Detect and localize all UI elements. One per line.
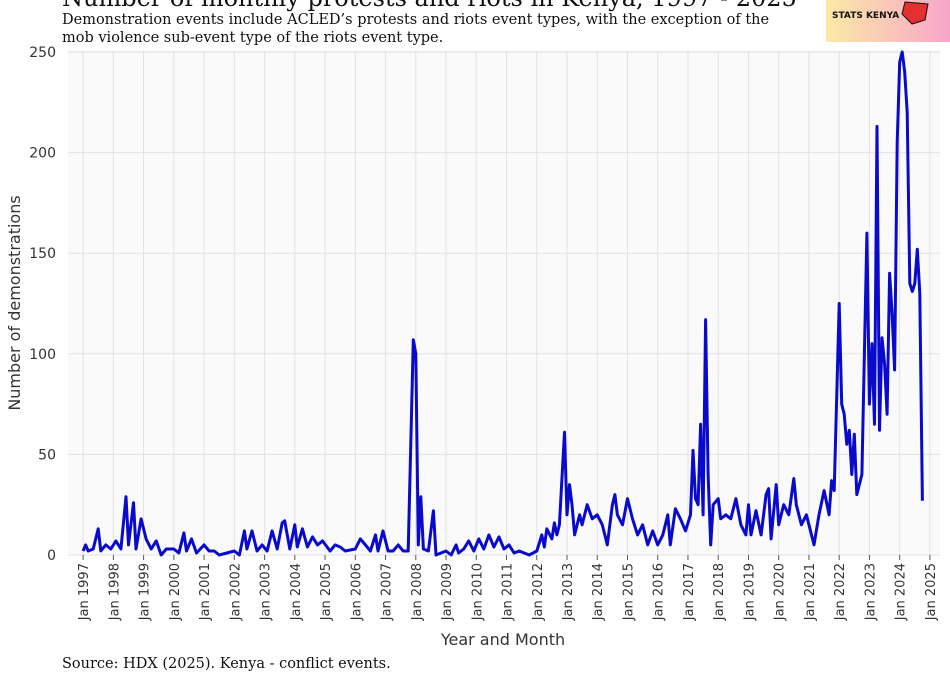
x-tick-label: Jan 2018	[712, 563, 727, 621]
logo-icon	[901, 1, 929, 25]
x-tick-label: Jan 2010	[470, 563, 485, 621]
x-tick-label: Jan 2020	[773, 563, 788, 621]
chart-title: Number of monthly protests and riots in …	[62, 0, 797, 12]
x-tick-label: Jan 2003	[259, 563, 274, 621]
y-axis-label: Number of demonstrations	[5, 195, 24, 410]
logo	[826, 0, 950, 42]
x-tick-label: Jan 1997	[77, 563, 92, 621]
x-tick-label: Jan 2024	[894, 563, 909, 621]
x-tick-label: Jan 2019	[742, 563, 757, 621]
chart-subtitle: Demonstration events include ACLED’s pro…	[62, 12, 769, 28]
x-tick-label: Jan 2000	[168, 563, 183, 621]
x-axis-label: Year and Month	[440, 630, 565, 649]
line	[81, 50, 924, 557]
x-tick-label: Jan 2009	[440, 563, 455, 621]
x-tick-label: Jan 2017	[682, 563, 697, 621]
y-tick-label: 200	[29, 146, 56, 162]
x-tick-label: Jan 2007	[380, 563, 395, 621]
x-tick-label: Jan 2021	[803, 563, 818, 621]
x-tick-label: Jan 2004	[289, 563, 304, 621]
x-tick-label: Jan 2006	[349, 563, 364, 621]
x-tick-label: Jan 1999	[138, 563, 153, 621]
x-tick-label: Jan 2013	[561, 563, 576, 621]
x-tick-label: Jan 1998	[107, 563, 122, 621]
x-tick-label: Jan 2025	[924, 563, 939, 621]
plot-background	[68, 50, 940, 555]
x-tick-label: Jan 2016	[652, 563, 667, 621]
y-tick-label: 250	[29, 45, 56, 61]
x-tick-label: Jan 2011	[501, 563, 516, 621]
x-tick-label: Jan 2005	[319, 563, 334, 621]
x-tick-label: Jan 2015	[621, 563, 636, 621]
y-tick-label: 0	[47, 548, 56, 564]
x-tick-label: Jan 2001	[198, 563, 213, 621]
y-tick-label: 100	[29, 347, 56, 363]
x-tick-label: Jan 2002	[228, 563, 243, 621]
x-tick-label: Jan 2008	[410, 563, 425, 621]
chart-subtitle: mob violence sub-event type of the riots…	[62, 30, 443, 46]
logo-text: STATS KENYA	[832, 11, 899, 21]
x-tick-label: Jan 2012	[531, 563, 546, 621]
x-tick-label: Jan 2014	[591, 563, 606, 621]
y-tick-label: 150	[29, 246, 56, 262]
source: Source: HDX (2025). Kenya - conflict eve…	[62, 656, 391, 672]
x-tick-label: Jan 2022	[833, 563, 848, 621]
x-tick-label: Jan 2023	[863, 563, 878, 621]
y-tick-label: 50	[38, 447, 56, 463]
